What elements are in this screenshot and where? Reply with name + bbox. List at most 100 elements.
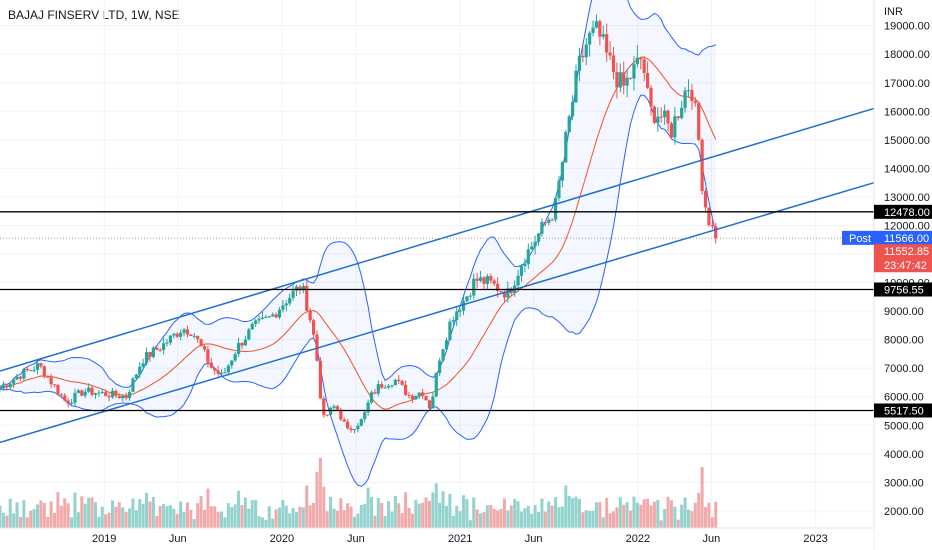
- candle-body: [482, 277, 486, 284]
- candle-body: [478, 277, 483, 281]
- candle-body: [25, 368, 29, 371]
- volume-bar: [659, 520, 663, 528]
- volume-bar: [451, 515, 455, 528]
- volume-bar: [526, 505, 530, 528]
- candle-body: [247, 329, 251, 340]
- candle-body: [80, 390, 84, 396]
- volume-bar: [366, 487, 370, 528]
- candle-body: [305, 285, 309, 311]
- volume-bar: [53, 512, 57, 528]
- candle-body: [523, 263, 527, 267]
- volume-bar: [479, 513, 483, 528]
- volume-bar: [649, 505, 653, 528]
- candle-body: [339, 409, 343, 420]
- volume-bar: [254, 500, 258, 528]
- candle-body: [591, 27, 595, 33]
- time-tick-label: 2022: [626, 533, 650, 545]
- candle-body: [635, 57, 639, 65]
- volume-bar: [76, 512, 80, 528]
- volume-bar: [83, 503, 87, 528]
- candle-body: [121, 395, 125, 399]
- volume-bar: [615, 507, 619, 528]
- candle-body: [172, 333, 176, 336]
- candle-body: [605, 34, 609, 53]
- volume-bar: [87, 497, 91, 528]
- volume-bar: [12, 513, 16, 528]
- post-price-tag: 11566.00: [884, 233, 929, 245]
- candle-body: [213, 367, 217, 371]
- candle-body: [618, 72, 622, 88]
- price-tick-label: 4000.00: [884, 449, 924, 461]
- volume-bar: [189, 509, 193, 528]
- price-tick-label: 12000.00: [884, 220, 930, 232]
- volume-bar: [496, 510, 500, 528]
- candle-body: [35, 363, 40, 370]
- candle-body: [329, 407, 333, 415]
- candle-body: [90, 387, 94, 395]
- price-tick-label: 6000.00: [884, 392, 924, 404]
- candle-body: [584, 44, 588, 58]
- volume-bar: [114, 506, 118, 528]
- candle-body: [274, 314, 278, 318]
- candle-body: [100, 392, 104, 394]
- volume-bar: [5, 515, 9, 528]
- candle-body: [73, 392, 77, 403]
- volume-bar: [250, 500, 254, 528]
- volume-bar: [209, 506, 213, 528]
- candle-body: [209, 362, 213, 368]
- candle-body: [155, 347, 159, 350]
- volume-bar: [59, 505, 63, 528]
- price-tick-label: 8000.00: [884, 335, 924, 347]
- candle-body: [407, 394, 411, 396]
- volume-bar: [632, 496, 636, 528]
- price-tick-label: 14000.00: [884, 163, 930, 175]
- price-axis-unit-label: INR: [884, 6, 903, 18]
- candle-body: [468, 295, 472, 297]
- candle-body: [148, 352, 152, 357]
- volume-bar: [438, 502, 442, 528]
- candle-body: [202, 346, 207, 350]
- volume-bar: [90, 497, 94, 528]
- candle-body: [676, 116, 680, 119]
- candle-body: [492, 280, 496, 284]
- candle-body: [571, 102, 575, 117]
- candle-body: [652, 106, 657, 123]
- volume-bar: [622, 504, 626, 528]
- candle-body: [18, 376, 23, 379]
- volume-bar: [155, 515, 159, 528]
- volume-bar: [162, 503, 166, 528]
- volume-bar: [666, 496, 670, 528]
- volume-bar: [676, 519, 680, 528]
- volume-bar: [605, 497, 609, 528]
- volume-bar: [168, 505, 172, 528]
- candle-body: [318, 360, 322, 399]
- candle-body: [185, 329, 190, 335]
- volume-bar: [537, 512, 541, 528]
- candle-body: [530, 246, 534, 250]
- volume-bar: [635, 502, 639, 528]
- candle-body: [557, 180, 561, 199]
- volume-bar: [554, 497, 558, 528]
- candle-body: [458, 310, 462, 312]
- candle-body: [59, 394, 63, 396]
- volume-bar: [417, 503, 421, 528]
- candle-body: [240, 342, 244, 346]
- volume-bar: [567, 495, 571, 528]
- volume-bar: [431, 492, 435, 528]
- volume-bar: [46, 516, 50, 528]
- candle-body: [526, 249, 530, 264]
- candle-body: [49, 377, 53, 385]
- volume-bar: [97, 516, 101, 528]
- volume-bar: [404, 492, 408, 528]
- candle-body: [298, 286, 302, 291]
- candle-body: [383, 387, 387, 389]
- volume-bar: [158, 505, 162, 528]
- volume-bar: [550, 505, 554, 528]
- volume-bar: [472, 497, 476, 528]
- price-tick-label: 13000.00: [884, 192, 930, 204]
- volume-bar: [639, 504, 643, 528]
- volume-bar: [8, 498, 12, 528]
- candle-body: [438, 360, 442, 373]
- volume-bar: [465, 498, 469, 528]
